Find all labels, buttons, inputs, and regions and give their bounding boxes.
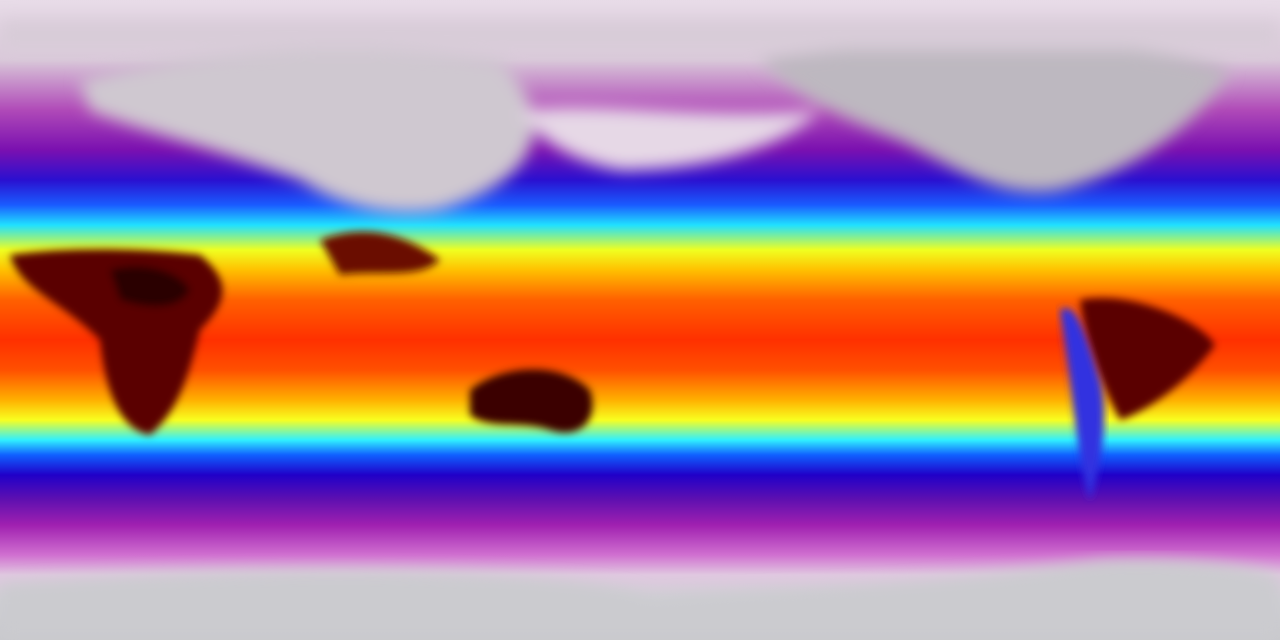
northern-landmass	[0, 20, 1280, 213]
antarctica	[0, 559, 1280, 640]
hot-continents	[10, 231, 1215, 435]
andes-cold-strip	[1060, 308, 1105, 500]
